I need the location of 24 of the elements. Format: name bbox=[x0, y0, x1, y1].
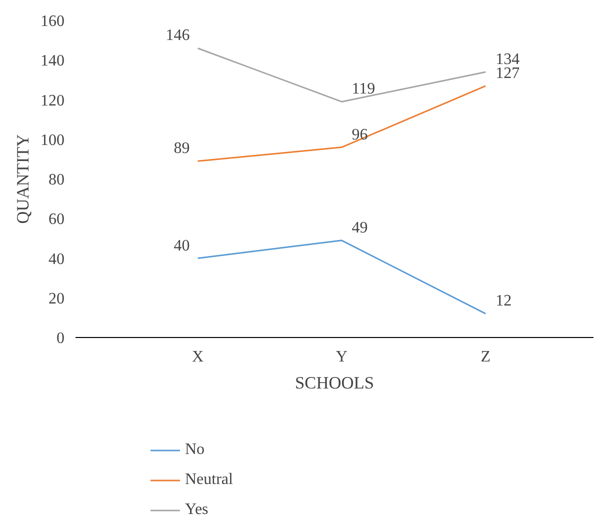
legend-label: No bbox=[185, 441, 205, 459]
x-tick-label: Y bbox=[336, 348, 348, 366]
data-label: 12 bbox=[496, 292, 512, 310]
y-tick-label: 40 bbox=[48, 250, 64, 268]
data-label: 96 bbox=[352, 126, 368, 144]
legend-label: Neutral bbox=[185, 471, 233, 489]
y-tick-label: 120 bbox=[40, 92, 64, 110]
y-axis-title: QUANTITY bbox=[14, 134, 32, 224]
data-label: 119 bbox=[352, 80, 376, 98]
y-tick-label: 140 bbox=[40, 52, 64, 70]
y-tick-label: 0 bbox=[56, 330, 64, 347]
y-tick-label: 100 bbox=[40, 132, 64, 149]
legend-label: Yes bbox=[185, 501, 208, 519]
y-tick-label: 60 bbox=[48, 211, 64, 228]
data-label: 49 bbox=[352, 219, 368, 236]
y-tick-label: 20 bbox=[48, 290, 64, 308]
y-tick-label: 160 bbox=[40, 13, 64, 30]
y-tick-label: 80 bbox=[48, 172, 64, 188]
x-tick-label: X bbox=[192, 348, 204, 366]
data-label: 40 bbox=[174, 237, 190, 254]
x-tick-label: Z bbox=[480, 348, 490, 366]
data-label: 146 bbox=[166, 27, 190, 44]
data-label: 89 bbox=[174, 140, 190, 158]
x-axis-title: SCHOOLS bbox=[295, 374, 374, 392]
